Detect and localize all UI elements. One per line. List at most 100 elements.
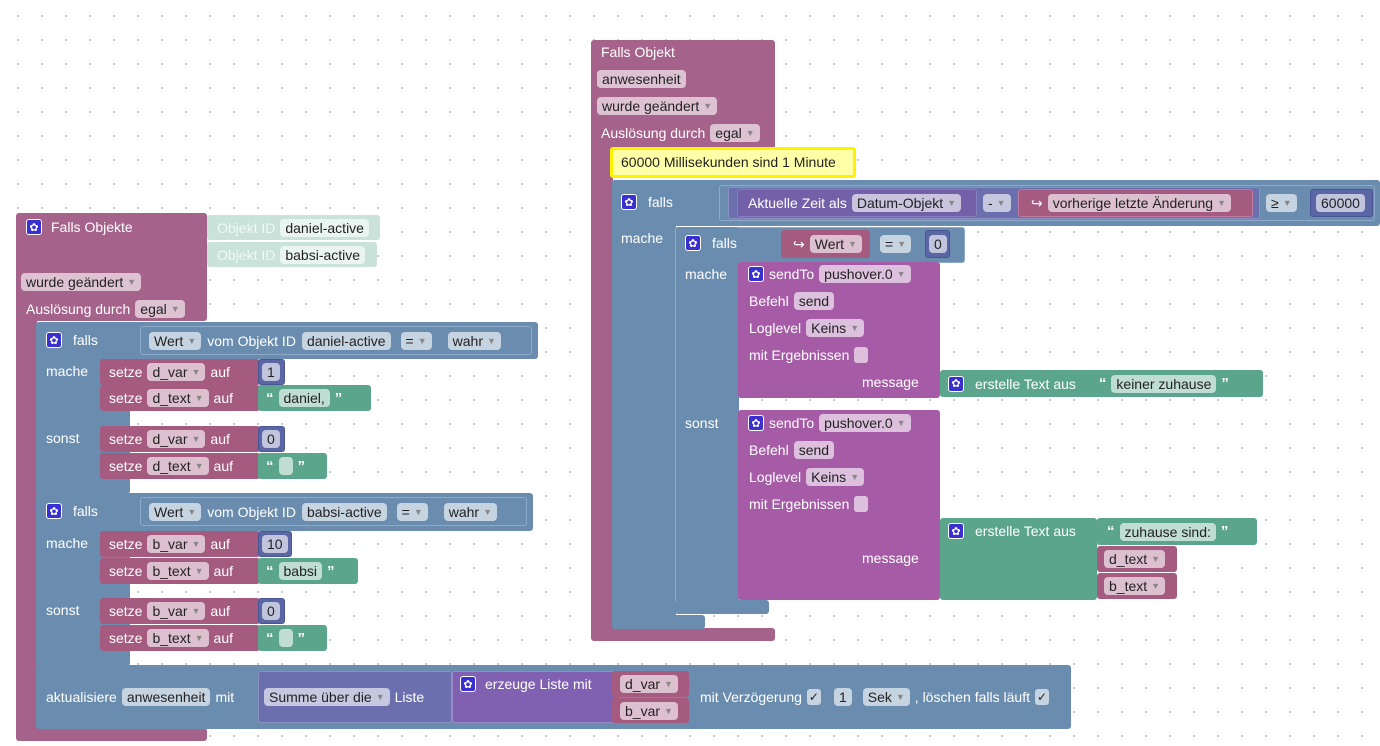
variable-block[interactable]: b_var ▼	[612, 698, 689, 723]
text-block[interactable]: “”	[258, 625, 327, 651]
variable-dropdown[interactable]: b_var ▼	[147, 535, 206, 553]
clear-checkbox[interactable]: ✓	[1034, 689, 1049, 705]
gear-icon[interactable]: ✿	[685, 235, 701, 251]
number-block[interactable]: 10	[258, 531, 292, 557]
number-block[interactable]: 0	[925, 230, 950, 258]
trigger-dropdown[interactable]: wurde geändert ▼	[597, 97, 718, 115]
bool-dropdown[interactable]: wahr ▼	[443, 502, 498, 521]
object-id-field[interactable]: daniel-active	[301, 331, 391, 350]
text-join-block[interactable]	[940, 518, 1097, 600]
object-field[interactable]: anwesenheit	[597, 70, 686, 88]
text-block[interactable]: “babsi”	[258, 558, 358, 584]
variable-dropdown[interactable]: b_text ▼	[1104, 577, 1166, 595]
wert-dropdown[interactable]: Wert ▼	[149, 502, 202, 521]
minus-dropdown[interactable]: - ▼	[983, 194, 1011, 212]
gear-icon[interactable]: ✿	[460, 676, 476, 692]
variable-block[interactable]: b_text ▼	[1097, 573, 1177, 599]
wert-dropdown[interactable]: Wert ▼	[809, 235, 862, 253]
number-block[interactable]: 0	[258, 598, 285, 624]
operator-dropdown[interactable]: = ▼	[880, 235, 912, 253]
bool-dropdown[interactable]: wahr ▼	[447, 331, 501, 350]
number-value[interactable]: 60000	[1316, 194, 1365, 212]
text-value[interactable]: keiner zuhause	[1111, 374, 1217, 393]
gear-icon[interactable]: ✿	[26, 219, 42, 235]
text-block[interactable]: “zuhause sind:”	[1097, 518, 1257, 545]
object-id-block[interactable]: Objekt ID daniel-active	[207, 215, 380, 240]
variable-dropdown[interactable]: b_text ▼	[147, 629, 209, 647]
ausloesung-dropdown[interactable]: egal ▼	[135, 300, 185, 318]
set-variable-block[interactable]: setze b_var ▼ auf	[100, 531, 260, 557]
wert-block[interactable]: ↪ Wert ▼	[781, 230, 870, 258]
set-variable-block[interactable]: setze d_text ▼ auf	[100, 385, 260, 411]
gear-icon[interactable]: ✿	[748, 266, 764, 282]
variable-dropdown[interactable]: d_text ▼	[147, 389, 209, 407]
set-variable-block[interactable]: setze b_var ▼ auf	[100, 598, 260, 624]
unit-dropdown[interactable]: Sek ▼	[862, 688, 910, 706]
results-checkbox[interactable]	[854, 347, 869, 363]
create-list-block[interactable]	[452, 671, 620, 723]
command-field[interactable]: send	[793, 292, 835, 310]
object-id-field[interactable]: daniel-active	[280, 218, 369, 237]
trigger-dropdown[interactable]: wurde geändert ▼	[21, 273, 142, 291]
text-block[interactable]: “”	[258, 453, 327, 479]
object-id-field[interactable]: babsi-active	[301, 502, 387, 521]
object-id-block[interactable]: Objekt ID babsi-active	[207, 242, 377, 267]
delay-value[interactable]: 1	[833, 688, 852, 706]
sum-list-block[interactable]: Summe über die ▼ Liste	[258, 671, 452, 723]
previous-change-block[interactable]: ↪ vorherige letzte Änderung ▼	[1018, 189, 1253, 217]
variable-dropdown[interactable]: b_text ▼	[147, 562, 209, 580]
compare-operator-dropdown[interactable]: ≥ ▼	[1266, 194, 1297, 212]
variable-block[interactable]: d_var ▼	[612, 671, 689, 697]
variable-dropdown[interactable]: d_var ▼	[147, 363, 206, 381]
current-time-block[interactable]: Aktuelle Zeit als Datum-Objekt ▼	[737, 189, 977, 217]
gear-icon[interactable]: ✿	[748, 415, 764, 431]
previous-dropdown[interactable]: vorherige letzte Änderung ▼	[1047, 194, 1231, 212]
number-value[interactable]: 0	[262, 430, 280, 448]
instance-dropdown[interactable]: pushover.0 ▼	[819, 265, 911, 283]
text-value[interactable]	[278, 629, 293, 647]
gear-icon[interactable]: ✿	[46, 332, 62, 348]
gear-icon[interactable]: ✿	[948, 375, 964, 392]
loglevel-dropdown[interactable]: Keins ▼	[806, 319, 865, 337]
number-value[interactable]: 10	[262, 535, 288, 553]
gear-icon[interactable]: ✿	[621, 194, 637, 210]
set-variable-block[interactable]: setze b_text ▼ auf	[100, 558, 260, 584]
ausloesung-dropdown[interactable]: egal ▼	[710, 124, 760, 142]
text-value[interactable]: babsi	[278, 562, 322, 580]
number-value[interactable]: 1	[262, 363, 280, 381]
compare-block[interactable]: Wert ▼ vom Objekt ID babsi-active = ▼ wahr…	[140, 497, 527, 526]
loglevel-dropdown[interactable]: Keins ▼	[806, 468, 865, 486]
text-value[interactable]: zuhause sind:	[1119, 522, 1216, 541]
object-id-field[interactable]: babsi-active	[280, 245, 366, 264]
number-value[interactable]: 0	[929, 235, 947, 253]
variable-dropdown[interactable]: d_var ▼	[620, 675, 678, 693]
set-variable-block[interactable]: setze d_var ▼ auf	[100, 426, 260, 452]
sendto-block[interactable]	[738, 410, 940, 600]
instance-dropdown[interactable]: pushover.0 ▼	[819, 414, 911, 432]
number-value[interactable]: 0	[262, 602, 280, 620]
command-field[interactable]: send	[793, 441, 835, 459]
gear-icon[interactable]: ✿	[46, 503, 62, 519]
text-value[interactable]: daniel,	[278, 389, 330, 407]
set-variable-block[interactable]: setze b_text ▼ auf	[100, 625, 260, 651]
comment-bubble[interactable]: 60000 Millisekunden sind 1 Minute	[610, 147, 856, 178]
set-variable-block[interactable]: setze d_var ▼ auf	[100, 359, 260, 385]
format-dropdown[interactable]: Datum-Objekt ▼	[851, 194, 962, 212]
variable-dropdown[interactable]: b_var ▼	[147, 602, 206, 620]
operator-dropdown[interactable]: = ▼	[400, 331, 432, 350]
text-join-block[interactable]: ✿ erstelle Text aus “keiner zuhause”	[940, 370, 1263, 397]
number-block[interactable]: 60000	[1310, 189, 1373, 217]
object-field[interactable]: anwesenheit	[121, 688, 211, 706]
delay-checkbox[interactable]: ✓	[806, 689, 821, 705]
sum-dropdown[interactable]: Summe über die ▼	[264, 688, 390, 706]
number-block[interactable]: 0	[258, 426, 285, 452]
operator-dropdown[interactable]: = ▼	[396, 502, 428, 521]
text-value[interactable]	[278, 457, 293, 475]
gear-icon[interactable]: ✿	[948, 523, 964, 539]
variable-dropdown[interactable]: d_text ▼	[147, 457, 209, 475]
variable-dropdown[interactable]: b_var ▼	[620, 701, 678, 720]
set-variable-block[interactable]: setze d_text ▼ auf	[100, 453, 260, 479]
compare-block[interactable]: Wert ▼ vom Objekt ID daniel-active = ▼ wah…	[140, 326, 532, 355]
variable-dropdown[interactable]: d_var ▼	[147, 430, 206, 448]
number-block[interactable]: 1	[258, 359, 285, 385]
